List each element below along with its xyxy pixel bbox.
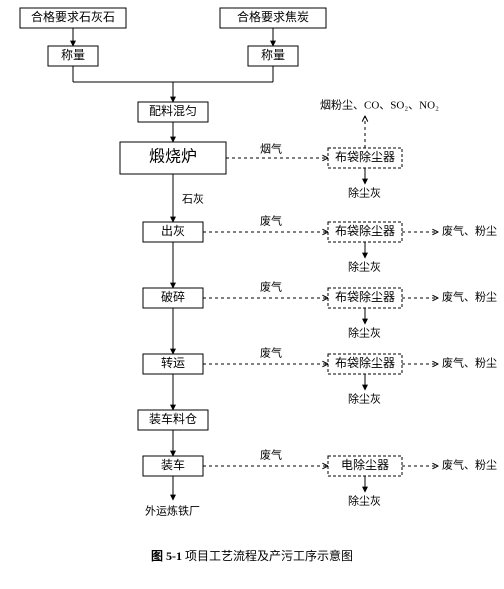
label-feiqi3: 废气: [260, 280, 282, 294]
label-feiqi5: 废气: [260, 448, 282, 462]
label-feiqi2: 废气: [260, 214, 282, 228]
label-yanqi: 烟气: [260, 142, 282, 156]
label-input-coke: 合格要求焦炭: [237, 9, 309, 24]
label-chuchenhui1: 除尘灰: [348, 186, 381, 200]
label-input-limestone: 合格要求石灰石: [31, 9, 115, 24]
label-chuchenhui2: 除尘灰: [348, 260, 381, 274]
flowchart-canvas: 合格要求石灰石 合格要求焦炭 称量 称量 配料混匀 煅烧炉 石灰 烟气 烟粉尘、…: [0, 0, 504, 589]
label-outash: 出灰: [161, 224, 185, 238]
label-silo: 装车料仓: [149, 411, 197, 426]
figure-caption: 图 5-1 项目工艺流程及产污工序示意图: [151, 548, 353, 563]
label-outr4: 废气、粉尘: [442, 356, 497, 370]
label-top-emit: 烟粉尘、CO、SO₂、NO₂: [320, 98, 439, 112]
label-weigh-right: 称量: [261, 48, 285, 62]
label-outr3: 废气、粉尘: [442, 290, 497, 304]
label-outr5: 废气、粉尘: [442, 458, 497, 472]
label-feiqi4: 废气: [260, 346, 282, 360]
label-trans: 转运: [161, 355, 185, 370]
label-chuchenhui3: 除尘灰: [348, 326, 381, 340]
label-bag1: 布袋除尘器: [335, 149, 395, 164]
label-shihui: 石灰: [182, 192, 204, 206]
label-crush: 破碎: [161, 289, 185, 304]
label-final: 外运炼铁厂: [145, 504, 200, 518]
label-elec: 电除尘器: [341, 457, 389, 472]
label-bag2: 布袋除尘器: [335, 223, 395, 238]
label-weigh-left: 称量: [61, 48, 85, 62]
label-bag4: 布袋除尘器: [335, 355, 395, 370]
label-bag3: 布袋除尘器: [335, 289, 395, 304]
label-outr2: 废气、粉尘: [442, 224, 497, 238]
label-kiln: 煅烧炉: [149, 148, 197, 166]
label-mix: 配料混匀: [149, 104, 197, 118]
label-load: 装车: [161, 457, 185, 472]
label-chuchenhui5: 除尘灰: [348, 494, 381, 508]
label-chuchenhui4: 除尘灰: [348, 392, 381, 406]
